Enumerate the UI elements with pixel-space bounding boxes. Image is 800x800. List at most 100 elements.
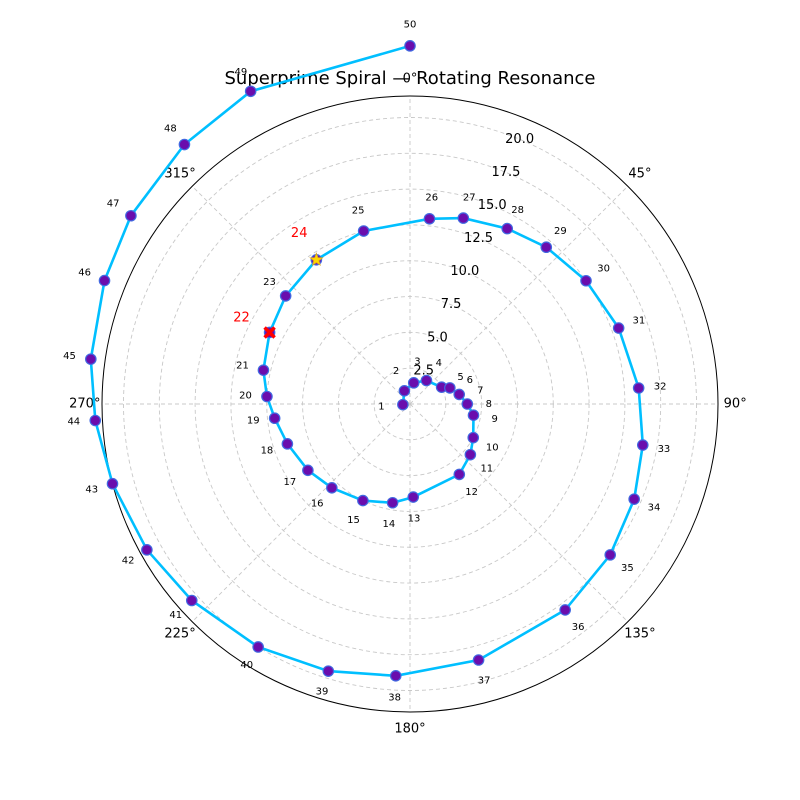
radial-gridline: [194, 188, 626, 620]
point-label: 30: [597, 263, 610, 274]
data-point: [85, 353, 97, 365]
point-label: 5: [457, 372, 463, 383]
radial-tick-label: 20.0: [505, 132, 534, 147]
polar-frame: [101, 95, 719, 713]
data-point: [420, 374, 433, 387]
point-label: 34: [648, 503, 661, 514]
point-label: 14: [382, 519, 395, 530]
angular-tick-label: 180°: [394, 722, 425, 737]
point-label: 2: [393, 366, 399, 377]
data-point: [281, 438, 294, 450]
point-label: 20: [239, 390, 252, 401]
point-label: 8: [486, 399, 492, 410]
angular-gridline: [409, 185, 629, 405]
point-label: 25: [352, 205, 365, 216]
data-point: [257, 364, 270, 376]
point-label: 21: [236, 360, 249, 371]
data-point: [106, 477, 119, 490]
radial-tick-label: 7.5: [441, 297, 462, 312]
data-point: [252, 641, 264, 653]
spiral-line: [89, 44, 645, 678]
data-point: [322, 665, 335, 677]
data-point: [357, 494, 369, 507]
point-label: 29: [554, 226, 567, 237]
data-point: [612, 322, 625, 334]
point-label: 19: [247, 415, 260, 426]
point-label: 16: [311, 499, 324, 510]
point-label: 46: [78, 268, 91, 279]
data-point: [501, 222, 514, 235]
point-label: 49: [235, 67, 248, 78]
data-point: [461, 398, 474, 410]
point-label: 15: [347, 515, 360, 526]
spiral-series: [85, 40, 649, 682]
point-label: 33: [658, 444, 671, 455]
angular-gridline: [409, 403, 629, 623]
point-label: 42: [122, 555, 135, 566]
data-point: [467, 409, 480, 421]
data-point: [268, 412, 281, 425]
angular-tick-label: 135°: [624, 626, 655, 641]
data-point: [302, 464, 314, 477]
point-label: 36: [572, 622, 585, 633]
highlight-star-marker: [309, 252, 324, 267]
data-point: [407, 377, 420, 389]
angular-tick-label: 225°: [164, 626, 195, 641]
polar-outer-circle: [101, 95, 719, 713]
point-label: 4: [436, 358, 442, 369]
data-point: [580, 274, 592, 287]
data-point: [178, 138, 191, 151]
point-label: 50: [404, 19, 417, 30]
point-label: 10: [486, 443, 499, 454]
data-point: [540, 241, 553, 254]
data-point: [98, 274, 111, 287]
data-point: [472, 654, 485, 666]
data-point: [357, 225, 370, 237]
highlight-x-marker: [263, 326, 276, 339]
point-label: 40: [240, 660, 253, 671]
point-label: 31: [632, 316, 645, 327]
point-label: 11: [480, 463, 493, 474]
point-label: 24: [291, 226, 308, 241]
data-point: [261, 390, 273, 403]
data-point: [407, 491, 420, 503]
data-point: [279, 290, 292, 302]
point-labels: 123 45 67891011121314151617181920212223242…: [63, 19, 670, 703]
polar-grid: [102, 96, 718, 712]
radial-tick-label: 17.5: [491, 165, 520, 180]
radial-gridline: [158, 152, 662, 656]
angular-tick-label: 90°: [724, 397, 747, 412]
point-label: 47: [107, 199, 120, 210]
radial-tick-label: 15.0: [478, 198, 507, 213]
point-label: 26: [425, 192, 438, 203]
data-point: [398, 385, 411, 397]
point-label: 22: [233, 311, 250, 326]
point-label: 18: [261, 445, 274, 456]
data-point: [404, 40, 416, 52]
radial-tick-label: 5.0: [427, 330, 448, 345]
radial-tick-labels: 2.5 5.0 7.5 10.0 12.5 15.0 17.5 20.0: [413, 132, 534, 379]
data-point: [185, 594, 198, 607]
data-point: [604, 549, 617, 561]
point-label: 27: [463, 192, 476, 203]
point-label: 38: [388, 692, 401, 703]
point-label: 17: [283, 477, 296, 488]
point-label: 1: [378, 401, 384, 412]
data-point: [89, 414, 102, 427]
angular-gridline: [191, 403, 411, 623]
data-point: [444, 382, 456, 394]
point-label: 48: [164, 123, 177, 134]
data-point: [457, 212, 470, 224]
point-label: 32: [654, 382, 667, 393]
data-point: [397, 398, 409, 411]
point-label: 23: [263, 277, 276, 288]
data-point: [453, 468, 466, 481]
point-label: 35: [621, 563, 634, 574]
data-point: [632, 382, 645, 394]
point-label: 39: [316, 687, 329, 698]
angular-tick-label: 315°: [164, 167, 195, 182]
data-point: [125, 209, 137, 222]
data-point: [423, 212, 436, 225]
angular-gridline: [191, 185, 411, 405]
